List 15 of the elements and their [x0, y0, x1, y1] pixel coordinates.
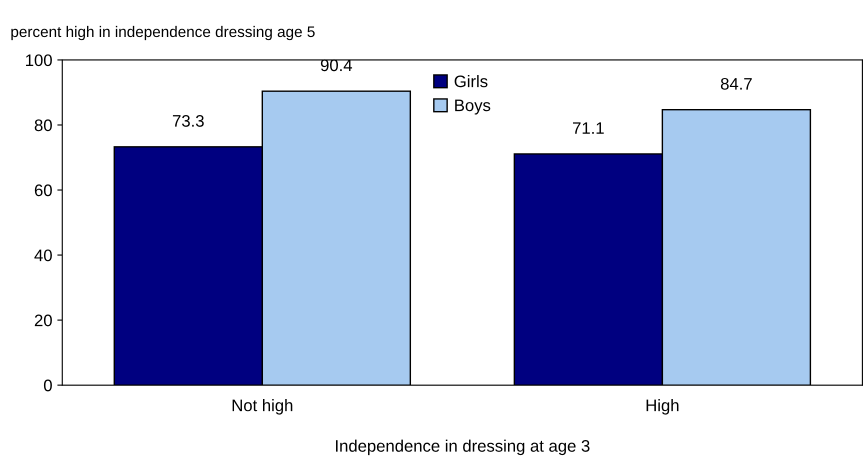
data-label: 73.3 [172, 115, 204, 127]
y-axis-title: percent high in independence dressing age 5 [11, 26, 315, 40]
y-tick-label: 40 [34, 249, 52, 262]
x-axis-title: Independence in dressing at age 3 [336, 440, 590, 456]
y-tick-label: 0 [44, 380, 52, 392]
y-tick-label: 100 [26, 54, 52, 66]
y-tick-label: 20 [34, 314, 52, 326]
x-tick-label: High [646, 399, 678, 415]
y-tick-label: 60 [34, 184, 52, 196]
legend-label: Girls [454, 75, 488, 88]
y-tick-label: 80 [34, 119, 52, 132]
data-label: 71.1 [573, 122, 604, 134]
legend-label: Boys [455, 100, 490, 115]
x-tick-label: Not high [232, 399, 292, 415]
data-label: 84.7 [720, 78, 752, 90]
